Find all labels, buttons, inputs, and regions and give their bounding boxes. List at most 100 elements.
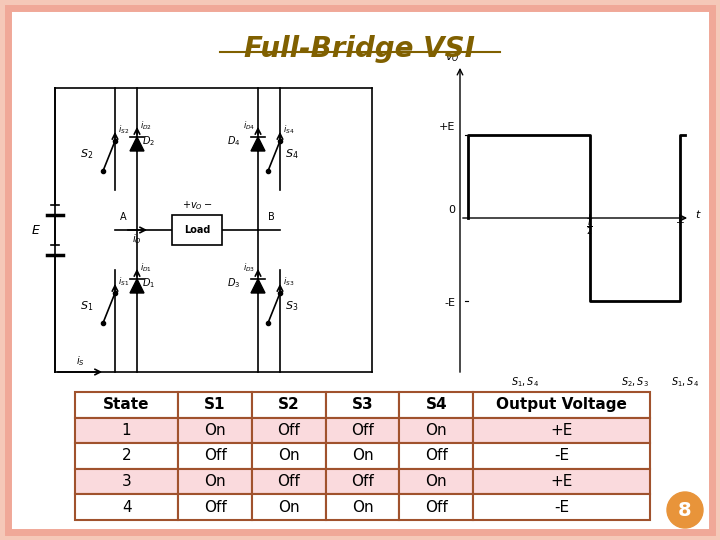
Text: $v_O$: $v_O$	[445, 52, 459, 64]
Text: $S_1, S_4$: $S_1, S_4$	[511, 375, 539, 389]
Text: $i_{S4}$: $i_{S4}$	[283, 124, 294, 137]
Text: A: A	[120, 212, 127, 222]
Text: Off: Off	[277, 423, 300, 438]
Text: Full-Bridge VSI: Full-Bridge VSI	[245, 35, 475, 63]
FancyBboxPatch shape	[75, 495, 179, 520]
FancyBboxPatch shape	[325, 495, 400, 520]
Text: S4: S4	[426, 397, 447, 413]
FancyBboxPatch shape	[400, 495, 473, 520]
Text: $S_4$: $S_4$	[285, 147, 299, 161]
Text: On: On	[278, 449, 300, 463]
FancyBboxPatch shape	[179, 443, 252, 469]
FancyBboxPatch shape	[400, 469, 473, 495]
Text: On: On	[426, 474, 447, 489]
FancyBboxPatch shape	[325, 392, 400, 417]
Text: -E: -E	[554, 449, 569, 463]
Text: Load: Load	[184, 225, 210, 235]
FancyBboxPatch shape	[252, 392, 325, 417]
Text: Off: Off	[351, 423, 374, 438]
Text: 0: 0	[448, 205, 455, 215]
Text: S3: S3	[351, 397, 373, 413]
FancyBboxPatch shape	[179, 417, 252, 443]
Text: -E: -E	[444, 298, 455, 308]
Text: $i_S$: $i_S$	[76, 354, 84, 368]
Text: Off: Off	[204, 449, 226, 463]
Text: $D_2$: $D_2$	[142, 134, 155, 148]
FancyBboxPatch shape	[179, 495, 252, 520]
Text: $S_1$: $S_1$	[80, 299, 93, 313]
Text: +E: +E	[550, 474, 572, 489]
Text: On: On	[278, 500, 300, 515]
Text: $S_3$: $S_3$	[285, 299, 298, 313]
Text: $S_1, S_4$: $S_1, S_4$	[671, 375, 699, 389]
Polygon shape	[251, 279, 265, 293]
Text: Off: Off	[425, 500, 448, 515]
Text: Off: Off	[277, 474, 300, 489]
Text: $i_{S2}$: $i_{S2}$	[118, 124, 129, 137]
Text: $D_1$: $D_1$	[142, 276, 155, 290]
Text: $\frac{T}{2}$: $\frac{T}{2}$	[586, 216, 593, 238]
Text: Off: Off	[351, 474, 374, 489]
FancyBboxPatch shape	[473, 392, 650, 417]
FancyBboxPatch shape	[325, 443, 400, 469]
Text: 4: 4	[122, 500, 132, 515]
Text: 1: 1	[122, 423, 132, 438]
Text: $D_3$: $D_3$	[227, 276, 240, 290]
Text: +E: +E	[550, 423, 572, 438]
Text: $i_O$: $i_O$	[132, 232, 142, 246]
Text: $D_4$: $D_4$	[227, 134, 240, 148]
FancyBboxPatch shape	[400, 417, 473, 443]
FancyBboxPatch shape	[179, 392, 252, 417]
FancyBboxPatch shape	[252, 443, 325, 469]
Text: On: On	[204, 474, 226, 489]
FancyBboxPatch shape	[400, 392, 473, 417]
Circle shape	[667, 492, 703, 528]
FancyBboxPatch shape	[400, 443, 473, 469]
Text: $+ v_O -$: $+ v_O -$	[181, 199, 212, 212]
Text: S1: S1	[204, 397, 226, 413]
Polygon shape	[130, 137, 144, 151]
Text: $i_{D3}$: $i_{D3}$	[243, 262, 255, 274]
Text: -E: -E	[554, 500, 569, 515]
Text: t: t	[695, 210, 699, 220]
Text: Output Voltage: Output Voltage	[496, 397, 627, 413]
Text: Off: Off	[204, 500, 226, 515]
Text: On: On	[351, 449, 373, 463]
FancyBboxPatch shape	[252, 495, 325, 520]
FancyBboxPatch shape	[473, 417, 650, 443]
Text: +E: +E	[438, 123, 455, 132]
Text: 8: 8	[678, 501, 692, 519]
FancyBboxPatch shape	[325, 469, 400, 495]
FancyBboxPatch shape	[473, 443, 650, 469]
FancyBboxPatch shape	[172, 215, 222, 245]
FancyBboxPatch shape	[75, 443, 179, 469]
FancyBboxPatch shape	[473, 469, 650, 495]
Text: S2: S2	[278, 397, 300, 413]
Text: 2: 2	[122, 449, 132, 463]
Text: B: B	[269, 212, 275, 222]
Text: $S_2, S_3$: $S_2, S_3$	[621, 375, 649, 389]
FancyBboxPatch shape	[75, 469, 179, 495]
Text: E: E	[32, 224, 40, 237]
Text: $i_{S3}$: $i_{S3}$	[283, 276, 294, 288]
FancyBboxPatch shape	[8, 8, 712, 532]
Text: On: On	[204, 423, 226, 438]
FancyBboxPatch shape	[325, 417, 400, 443]
Text: State: State	[104, 397, 150, 413]
FancyBboxPatch shape	[75, 417, 179, 443]
Text: $i_{D4}$: $i_{D4}$	[243, 120, 255, 132]
Text: T: T	[677, 222, 683, 232]
Text: $i_{S1}$: $i_{S1}$	[118, 276, 129, 288]
Text: 3: 3	[122, 474, 132, 489]
Text: Off: Off	[425, 449, 448, 463]
FancyBboxPatch shape	[252, 417, 325, 443]
FancyBboxPatch shape	[252, 469, 325, 495]
Text: On: On	[426, 423, 447, 438]
Text: $i_{D2}$: $i_{D2}$	[140, 120, 152, 132]
Polygon shape	[130, 279, 144, 293]
FancyBboxPatch shape	[473, 495, 650, 520]
Text: On: On	[351, 500, 373, 515]
FancyBboxPatch shape	[179, 469, 252, 495]
Text: $S_2$: $S_2$	[80, 147, 93, 161]
Text: $i_{D1}$: $i_{D1}$	[140, 262, 152, 274]
